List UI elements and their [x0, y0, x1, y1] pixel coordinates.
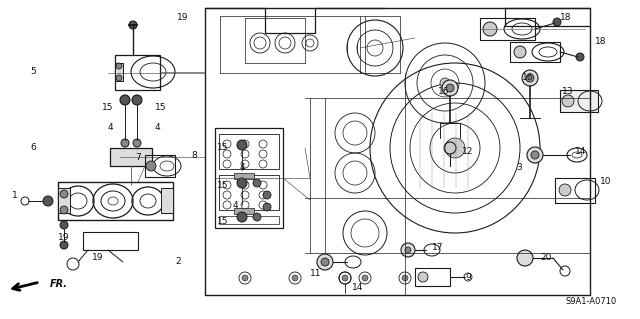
- Circle shape: [402, 275, 408, 281]
- Bar: [58, 182, 173, 220]
- Circle shape: [342, 275, 348, 281]
- Text: 6: 6: [30, 144, 36, 152]
- Circle shape: [292, 275, 298, 281]
- Circle shape: [514, 46, 526, 58]
- Text: 4: 4: [232, 201, 238, 210]
- Text: 14: 14: [575, 147, 586, 157]
- Circle shape: [263, 191, 271, 199]
- Bar: [145, 155, 175, 177]
- Text: 16: 16: [522, 73, 534, 83]
- Text: 4: 4: [155, 123, 161, 132]
- Circle shape: [321, 258, 329, 266]
- Circle shape: [527, 147, 543, 163]
- Bar: [115, 63, 123, 81]
- Circle shape: [253, 213, 261, 221]
- Circle shape: [576, 53, 584, 61]
- Text: 13: 13: [562, 87, 573, 97]
- Text: 12: 12: [462, 147, 474, 157]
- Circle shape: [242, 275, 248, 281]
- Text: 10: 10: [600, 177, 611, 187]
- Circle shape: [116, 63, 122, 69]
- Circle shape: [116, 75, 122, 81]
- Circle shape: [237, 140, 247, 150]
- Circle shape: [132, 95, 142, 105]
- Bar: [219, 134, 279, 169]
- Bar: [110, 148, 152, 166]
- Circle shape: [562, 95, 574, 107]
- Circle shape: [146, 161, 156, 171]
- Text: 19: 19: [177, 13, 189, 23]
- Bar: [234, 208, 254, 214]
- Circle shape: [405, 247, 411, 253]
- Bar: [415, 268, 450, 286]
- Circle shape: [442, 80, 458, 96]
- Bar: [58, 188, 70, 213]
- Circle shape: [263, 203, 271, 211]
- Circle shape: [120, 95, 130, 105]
- Circle shape: [517, 250, 533, 266]
- Circle shape: [418, 272, 428, 282]
- Circle shape: [526, 74, 534, 82]
- Text: 20: 20: [540, 254, 552, 263]
- Text: 4: 4: [108, 123, 113, 132]
- Bar: [234, 173, 254, 179]
- Circle shape: [401, 243, 415, 257]
- Bar: [480, 18, 535, 40]
- Circle shape: [362, 275, 368, 281]
- Bar: [83, 232, 138, 250]
- Circle shape: [440, 78, 450, 88]
- Text: 15: 15: [102, 103, 113, 113]
- Circle shape: [483, 22, 497, 36]
- Circle shape: [60, 190, 68, 198]
- Circle shape: [445, 138, 465, 158]
- Text: 2: 2: [175, 257, 180, 266]
- Text: 3: 3: [516, 164, 522, 173]
- Circle shape: [237, 212, 247, 222]
- Text: 15: 15: [216, 144, 228, 152]
- Bar: [560, 90, 598, 112]
- Circle shape: [133, 139, 141, 147]
- Circle shape: [121, 139, 129, 147]
- Text: 17: 17: [432, 243, 444, 253]
- Circle shape: [129, 21, 137, 29]
- Text: FR.: FR.: [50, 279, 68, 289]
- Text: S9A1-A0710: S9A1-A0710: [565, 298, 616, 307]
- Text: 9: 9: [465, 273, 471, 283]
- Circle shape: [253, 179, 261, 187]
- Text: 11: 11: [310, 269, 321, 278]
- Text: 18: 18: [595, 38, 607, 47]
- Circle shape: [446, 84, 454, 92]
- Text: 18: 18: [560, 13, 572, 23]
- Circle shape: [237, 178, 247, 188]
- Bar: [555, 178, 595, 203]
- Text: 8: 8: [191, 151, 197, 160]
- Text: 15: 15: [155, 103, 166, 113]
- Circle shape: [553, 18, 561, 26]
- Text: 5: 5: [30, 68, 36, 77]
- Bar: [115, 55, 160, 90]
- Circle shape: [317, 254, 333, 270]
- Bar: [510, 42, 560, 62]
- Bar: [219, 216, 279, 224]
- Bar: [219, 175, 279, 210]
- Circle shape: [60, 206, 68, 214]
- Text: 19: 19: [92, 254, 104, 263]
- Bar: [215, 128, 283, 228]
- Circle shape: [60, 221, 68, 229]
- Circle shape: [559, 184, 571, 196]
- Bar: [161, 188, 173, 213]
- Text: 16: 16: [438, 87, 449, 97]
- Text: 15: 15: [216, 181, 228, 189]
- Circle shape: [531, 151, 539, 159]
- Text: 15: 15: [216, 218, 228, 226]
- Text: 19: 19: [58, 234, 70, 242]
- Text: 7: 7: [135, 153, 141, 162]
- Circle shape: [522, 70, 538, 86]
- Text: 1: 1: [12, 190, 18, 199]
- Circle shape: [60, 241, 68, 249]
- Circle shape: [43, 196, 53, 206]
- Text: 14: 14: [352, 284, 364, 293]
- Text: 4: 4: [239, 164, 245, 173]
